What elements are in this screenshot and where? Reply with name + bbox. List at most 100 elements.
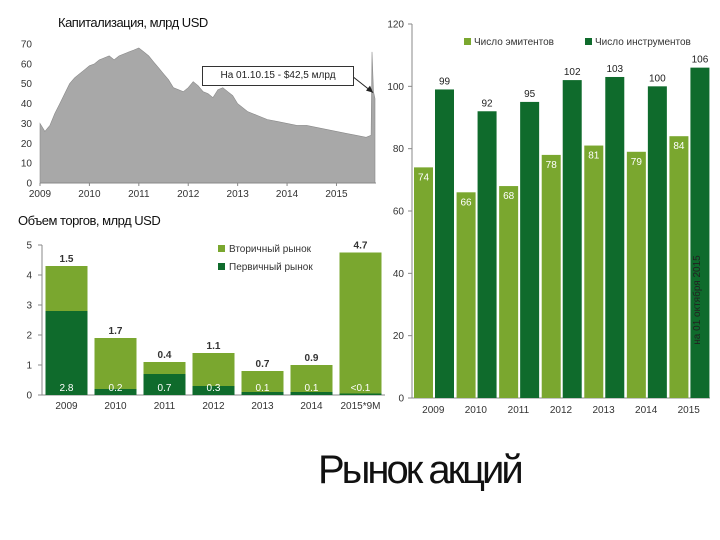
- iss-issuers-label: 79: [631, 157, 643, 168]
- iss-instruments-label: 102: [564, 67, 581, 78]
- cap-annotation-arrowhead: [366, 85, 374, 93]
- volume-chart: 0 1 2 3 4 5 2.8 1.5 2009 0.2 1.7 2010 0.7 0.4 2011 0.3 1…: [26, 241, 385, 412]
- iss-y-tick-label: 120: [387, 20, 404, 31]
- iss-legend-swatch-instruments: [585, 38, 592, 45]
- vol-bar-primary: [192, 386, 235, 395]
- iss-x-tick-label: 2011: [508, 405, 530, 416]
- vol-x-tick-label: 2009: [55, 401, 78, 412]
- iss-bar-issuers: [584, 145, 604, 398]
- slide-title: Рынок акций: [318, 448, 524, 492]
- vol-y-tick-label: 4: [26, 271, 32, 282]
- vol-legend-primary: Первичный рынок: [229, 262, 313, 273]
- cap-x-tick-label: 2011: [128, 189, 150, 200]
- vol-bar-secondary: [94, 338, 137, 389]
- cap-y-tick-label: 40: [21, 99, 33, 110]
- vol-secondary-label: 0.9: [305, 353, 319, 364]
- cap-chart-title: Капитализация, млрд USD: [58, 15, 208, 30]
- iss-issuers-label: 84: [673, 141, 685, 152]
- iss-bar-issuers: [456, 192, 476, 398]
- vol-primary-label: 2.8: [60, 383, 74, 394]
- iss-instruments-label: 100: [649, 73, 666, 84]
- vol-bar-secondary: [241, 371, 284, 392]
- vol-bar-secondary: [339, 252, 382, 394]
- volume-chart-title: Объем торгов, млрд USD: [18, 213, 161, 228]
- cap-chart: 0 10 20 30 40 50 60 70 2009 2010 2011 2012 2013 2014 2…: [21, 40, 376, 200]
- iss-y-tick-label: 0: [398, 394, 404, 405]
- iss-bar-instruments: [562, 80, 582, 398]
- iss-instruments-label: 95: [524, 89, 536, 100]
- iss-side-label: на 01 октября 2015: [691, 255, 703, 345]
- vol-primary-label: 0.3: [207, 383, 221, 394]
- vol-bar-primary: [94, 389, 137, 395]
- iss-instruments-label: 103: [606, 64, 623, 75]
- vol-x-tick-label: 2012: [202, 401, 225, 412]
- iss-issuers-label: 74: [418, 172, 430, 183]
- vol-y-tick-label: 2: [26, 331, 32, 342]
- vol-x-tick-label: 2013: [251, 401, 274, 412]
- cap-y-tick-label: 50: [21, 79, 33, 90]
- vol-bar-secondary: [45, 266, 88, 311]
- vol-legend-secondary: Вторичный рынок: [229, 244, 312, 255]
- vol-legend-swatch-primary: [218, 263, 225, 270]
- iss-bar-instruments: [690, 67, 710, 398]
- iss-x-tick-label: 2013: [592, 405, 615, 416]
- vol-primary-label: <0.1: [351, 383, 371, 394]
- iss-bar-instruments: [435, 89, 454, 398]
- vol-bar-primary: [290, 392, 333, 395]
- vol-bar-primary: [339, 393, 382, 395]
- vol-secondary-label: 1.5: [60, 254, 74, 265]
- vol-primary-label: 0.7: [158, 383, 172, 394]
- cap-y-tick-label: 70: [21, 40, 33, 51]
- cap-y-tick-label: 60: [21, 59, 33, 70]
- iss-bar-issuers: [541, 154, 561, 398]
- vol-secondary-label: 4.7: [354, 241, 368, 252]
- vol-y-tick-label: 1: [26, 361, 32, 372]
- vol-y-tick-label: 0: [26, 391, 32, 402]
- cap-area: [39, 47, 376, 184]
- vol-bar-secondary: [290, 365, 333, 392]
- cap-y-tick-label: 10: [21, 159, 33, 170]
- vol-primary-label: 0.1: [305, 383, 319, 394]
- iss-legend-issuers: Число эмитентов: [474, 37, 554, 48]
- vol-secondary-label: 0.7: [256, 359, 270, 370]
- iss-y-tick-label: 60: [393, 207, 405, 218]
- cap-annotation: На 01.10.15 - $42,5 млрд: [202, 66, 354, 86]
- iss-x-tick-label: 2015: [678, 405, 701, 416]
- iss-x-tick-label: 2009: [422, 405, 445, 416]
- vol-secondary-label: 1.7: [109, 326, 123, 337]
- vol-x-tick-label: 2011: [154, 401, 176, 412]
- vol-y-tick-label: 5: [26, 241, 32, 252]
- cap-x-tick-label: 2015: [325, 189, 348, 200]
- iss-bar-issuers: [626, 151, 646, 398]
- iss-instruments-label: 99: [439, 76, 451, 87]
- vol-legend-swatch-secondary: [218, 245, 225, 252]
- vol-x-tick-label: 2015*9M: [340, 401, 380, 412]
- iss-bar-issuers: [669, 136, 689, 398]
- iss-y-tick-label: 80: [393, 144, 405, 155]
- vol-x-tick-label: 2010: [104, 401, 127, 412]
- vol-y-tick-label: 3: [26, 301, 32, 312]
- cap-y-tick-label: 0: [26, 179, 32, 190]
- vol-bar-secondary: [192, 353, 235, 386]
- vol-primary-label: 0.1: [256, 383, 270, 394]
- iss-legend-swatch-issuers: [464, 38, 471, 45]
- iss-bar-instruments: [605, 76, 625, 398]
- iss-y-tick-label: 100: [387, 82, 404, 93]
- cap-y-tick-label: 20: [21, 139, 33, 150]
- vol-x-tick-label: 2014: [300, 401, 323, 412]
- iss-bar-instruments: [647, 86, 667, 398]
- iss-instruments-label: 92: [482, 98, 494, 109]
- cap-x-tick-label: 2012: [177, 189, 200, 200]
- issuers-chart: 0 20 40 60 80 100 120 74 99 2009 66 92 2010 68 95 2011 7…: [387, 20, 710, 416]
- cap-x-tick-label: 2010: [78, 189, 101, 200]
- cap-x-tick-label: 2009: [29, 189, 52, 200]
- iss-issuers-label: 78: [546, 160, 558, 171]
- iss-x-tick-label: 2010: [465, 405, 488, 416]
- vol-secondary-label: 1.1: [207, 341, 221, 352]
- cap-y-tick-label: 30: [21, 119, 33, 130]
- iss-issuers-label: 81: [588, 151, 600, 162]
- iss-y-tick-label: 40: [393, 269, 405, 280]
- iss-bar-issuers: [414, 167, 433, 398]
- iss-bar-instruments: [520, 101, 540, 399]
- vol-bar-primary: [45, 311, 88, 395]
